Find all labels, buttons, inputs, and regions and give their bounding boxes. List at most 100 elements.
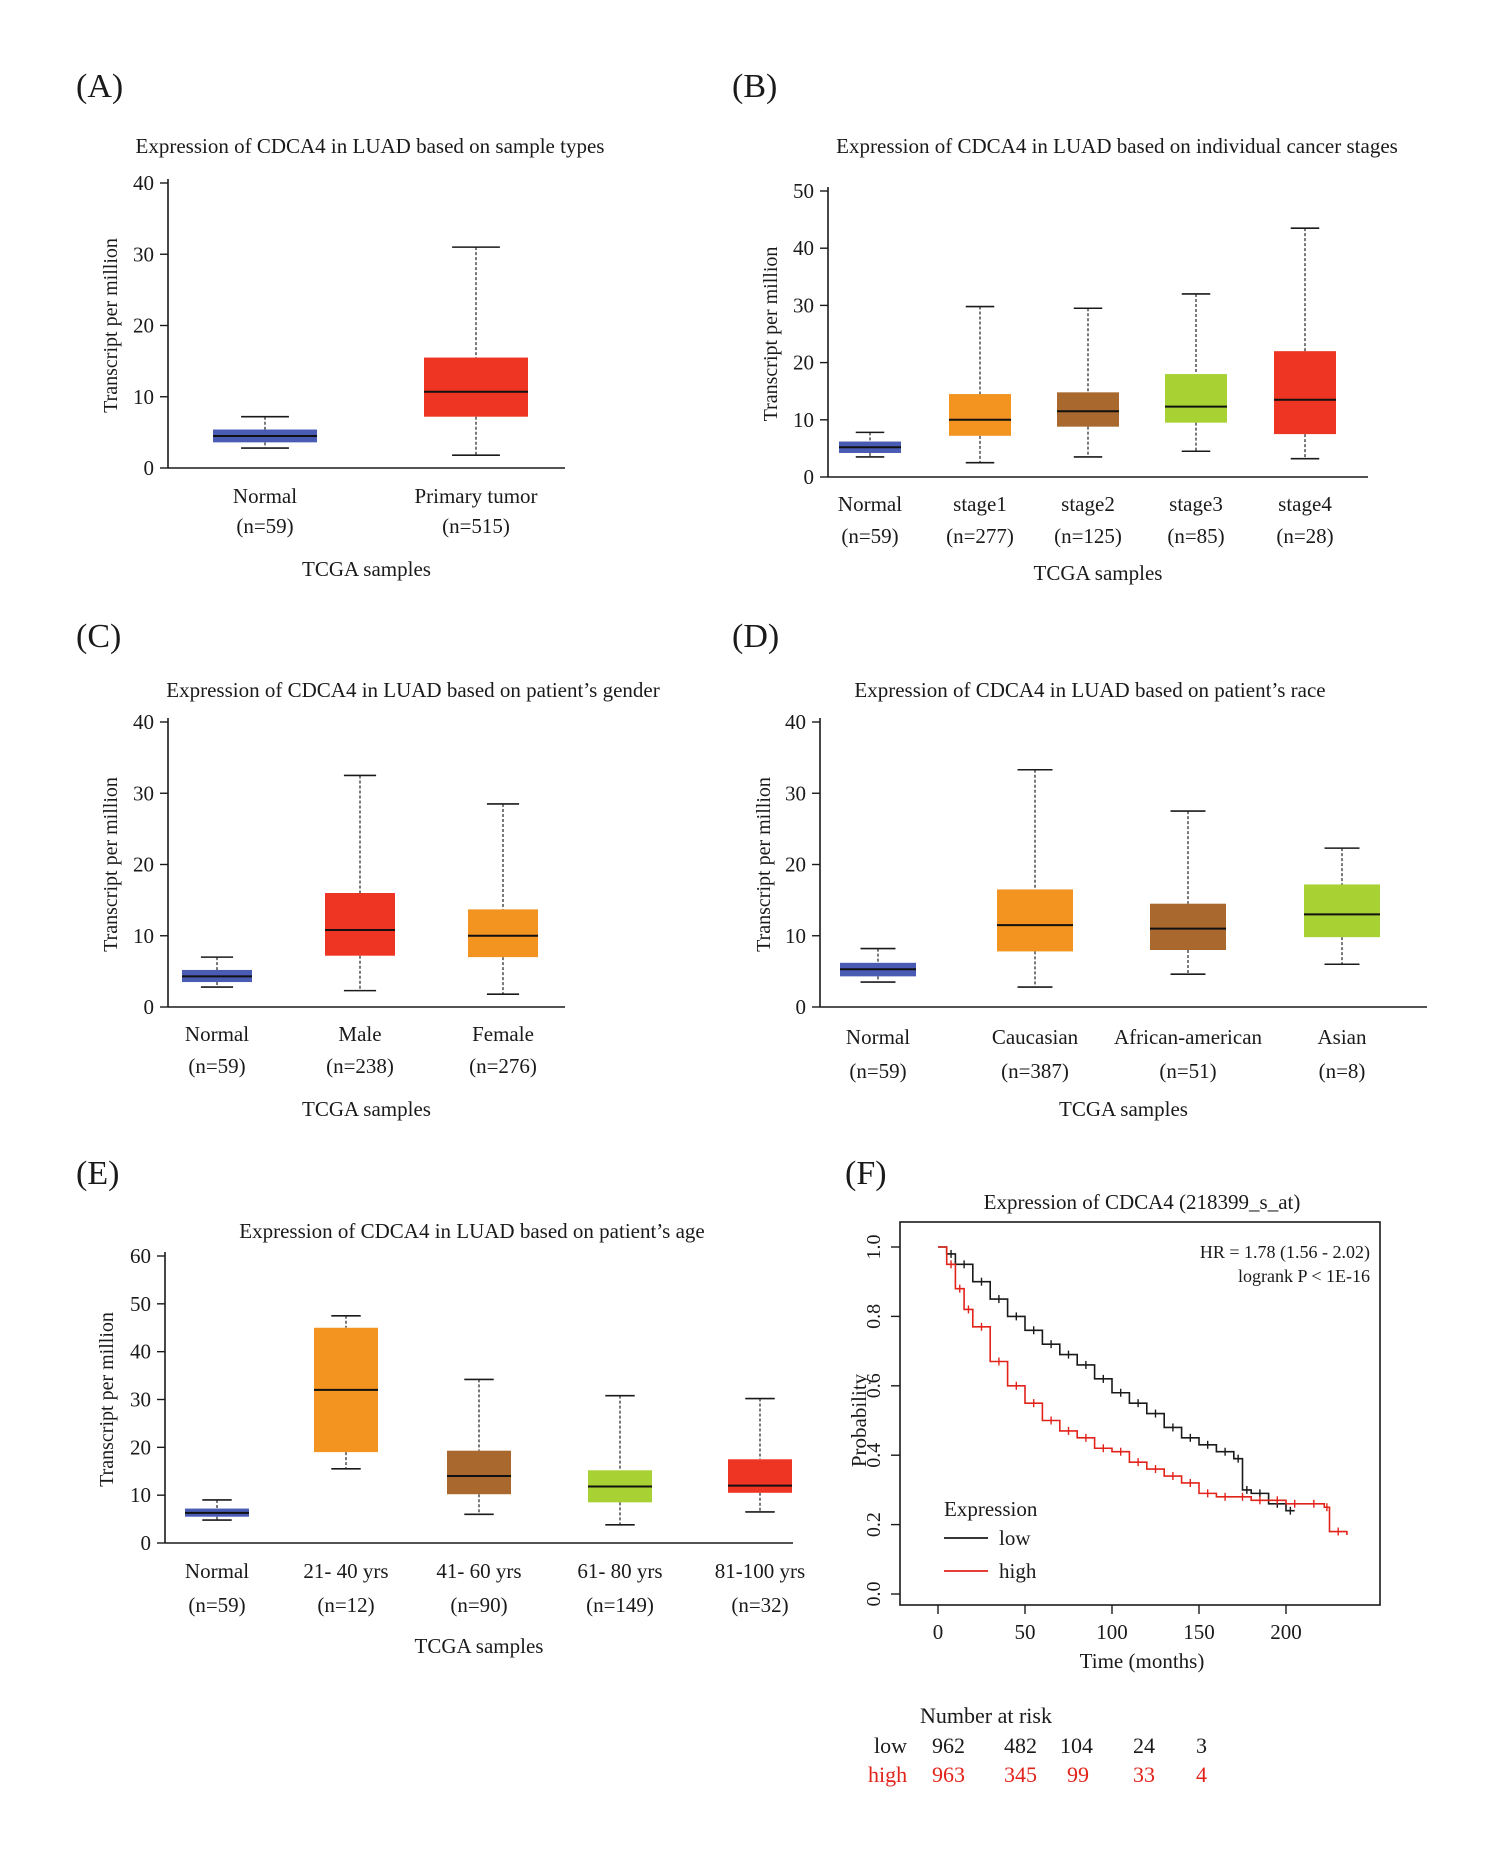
risk-low-value: 962 (932, 1733, 965, 1758)
chart-title: Expression of CDCA4 in LUAD based on sam… (136, 134, 605, 158)
risk-low-value: 482 (1004, 1733, 1037, 1758)
y-tick-label: 40 (133, 171, 154, 195)
y-tick-label: 10 (785, 924, 806, 948)
risk-high-value: 33 (1133, 1762, 1155, 1787)
x-category-count: (n=387) (1001, 1059, 1069, 1083)
x-category-label: stage4 (1278, 492, 1332, 516)
x-category-count: (n=90) (450, 1593, 507, 1617)
y-tick-label: 0 (144, 995, 155, 1019)
panel-label-b: (B) (732, 68, 778, 105)
x-axis-label: TCGA samples (302, 1097, 431, 1121)
y-tick-label: 0 (141, 1531, 152, 1555)
x-axis-label: TCGA samples (1034, 561, 1163, 585)
x-category-count: (n=59) (236, 514, 293, 538)
risk-row-high-label: high (868, 1762, 908, 1787)
y-tick-label: 40 (130, 1340, 151, 1364)
x-category-count: (n=59) (841, 524, 898, 548)
y-axis-label: Transcript per million (100, 777, 122, 952)
risk-low-value: 3 (1196, 1733, 1207, 1758)
panel-label-f: (F) (845, 1155, 887, 1192)
y-tick-label: 40 (793, 236, 814, 260)
x-category-label: 41- 60 yrs (436, 1559, 521, 1583)
y-axis-label: Transcript per million (100, 238, 122, 413)
y-tick-label: 0.0 (863, 1582, 885, 1607)
x-category-count: (n=59) (188, 1593, 245, 1617)
x-tick-label: 100 (1096, 1620, 1128, 1644)
x-category-label: stage1 (953, 492, 1007, 516)
box-iqr (997, 889, 1073, 952)
box-iqr (1304, 884, 1380, 938)
x-axis-label: TCGA samples (415, 1634, 544, 1658)
chart-title: Expression of CDCA4 in LUAD based on pat… (239, 1219, 704, 1243)
x-category-count: (n=59) (188, 1054, 245, 1078)
panel-label-e: (E) (76, 1155, 120, 1192)
plot-frame (899, 1221, 1381, 1606)
box-iqr (447, 1450, 511, 1495)
legend-label-low: low (999, 1526, 1031, 1550)
y-axis-label: Probability (847, 1373, 871, 1467)
survival-curve-low (938, 1246, 1295, 1512)
y-tick-label: 10 (130, 1483, 151, 1507)
x-category-count: (n=85) (1167, 524, 1224, 548)
box-iqr (1165, 374, 1227, 423)
x-category-count: (n=12) (317, 1593, 374, 1617)
x-category-label: stage2 (1061, 492, 1115, 516)
y-axis-label: Transcript per million (753, 777, 775, 952)
box-iqr (949, 394, 1011, 436)
risk-high-value: 4 (1196, 1762, 1207, 1787)
x-category-count: (n=125) (1054, 524, 1122, 548)
box-iqr (1274, 351, 1336, 435)
x-category-label: African-american (1114, 1025, 1263, 1049)
y-tick-label: 10 (133, 385, 154, 409)
survival-curve-high (938, 1246, 1348, 1536)
x-category-label: Male (338, 1022, 381, 1046)
risk-high-value: 963 (932, 1762, 965, 1787)
panel-label-a: (A) (76, 68, 124, 105)
x-tick-label: 50 (1015, 1620, 1036, 1644)
y-tick-label: 1.0 (863, 1235, 885, 1260)
y-tick-label: 10 (133, 924, 154, 948)
x-category-label: 21- 40 yrs (303, 1559, 388, 1583)
chart-title: Expression of CDCA4 in LUAD based on ind… (836, 134, 1398, 158)
x-category-label: Normal (846, 1025, 910, 1049)
y-axis-label: Transcript per million (760, 247, 782, 422)
x-axis-label: TCGA samples (302, 557, 431, 581)
x-category-count: (n=515) (442, 514, 510, 538)
box-iqr (1057, 392, 1119, 427)
y-tick-label: 0.6 (863, 1373, 885, 1398)
x-category-count: (n=149) (586, 1593, 654, 1617)
y-tick-label: 50 (793, 179, 814, 203)
x-category-label: Asian (1318, 1025, 1367, 1049)
y-tick-label: 20 (793, 351, 814, 375)
y-tick-label: 0.4 (863, 1443, 885, 1468)
y-tick-label: 60 (130, 1244, 151, 1268)
x-category-label: Normal (185, 1559, 249, 1583)
x-category-label: Caucasian (992, 1025, 1079, 1049)
panel-label-d: (D) (732, 618, 780, 655)
risk-low-value: 104 (1060, 1733, 1093, 1758)
y-tick-label: 40 (785, 710, 806, 734)
y-tick-label: 40 (133, 710, 154, 734)
x-category-label: Normal (838, 492, 902, 516)
y-tick-label: 30 (785, 781, 806, 805)
y-axis-label: Transcript per million (96, 1312, 118, 1487)
y-tick-label: 0.8 (863, 1304, 885, 1329)
x-category-count: (n=51) (1159, 1059, 1216, 1083)
x-category-label: 81-100 yrs (715, 1559, 805, 1583)
chart-title: Expression of CDCA4 in LUAD based on pat… (854, 678, 1325, 702)
x-category-label: Female (472, 1022, 534, 1046)
x-category-count: (n=59) (849, 1059, 906, 1083)
box-iqr (468, 909, 538, 958)
chart-title: Expression of CDCA4 in LUAD based on pat… (166, 678, 659, 702)
risk-row-low-label: low (874, 1733, 907, 1758)
box-iqr (728, 1459, 792, 1493)
x-tick-label: 200 (1270, 1620, 1302, 1644)
risk-table-title: Number at risk (920, 1703, 1052, 1728)
x-axis-label: TCGA samples (1059, 1097, 1188, 1121)
y-tick-label: 20 (133, 314, 154, 338)
box-iqr (325, 893, 395, 956)
panel-label-c: (C) (76, 618, 122, 655)
y-tick-label: 20 (130, 1435, 151, 1459)
x-category-count: (n=277) (946, 524, 1014, 548)
